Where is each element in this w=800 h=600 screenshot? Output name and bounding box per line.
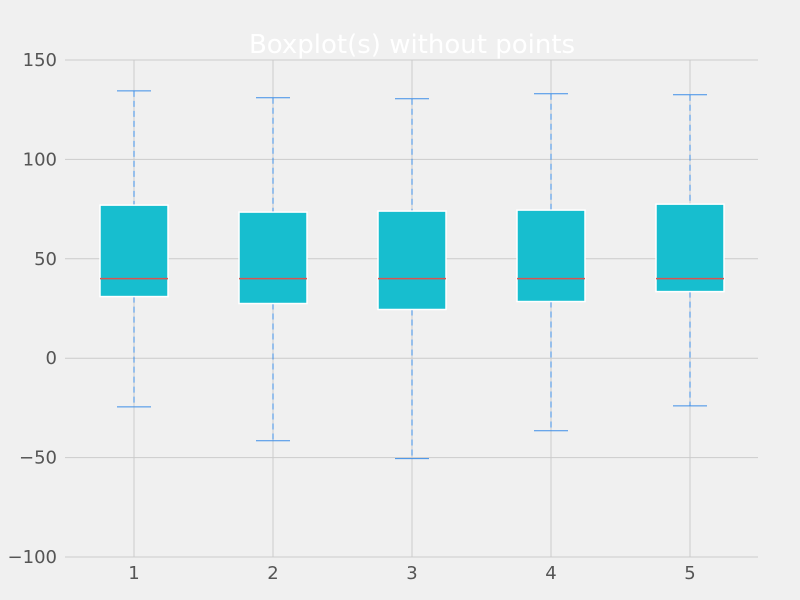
y-tick-label: 0: [46, 348, 57, 369]
box: [377, 210, 447, 311]
box: [238, 211, 308, 305]
box: [655, 203, 725, 293]
y-tick-label: 50: [34, 249, 57, 270]
y-tick-label: −100: [8, 547, 57, 568]
x-tick-label: 2: [267, 563, 278, 584]
x-tick-label: 4: [545, 563, 556, 584]
box: [516, 209, 586, 303]
y-tick-label: 150: [23, 50, 57, 71]
boxes: [99, 203, 725, 311]
box: [99, 204, 169, 298]
x-tick-label: 3: [406, 563, 417, 584]
y-tick-label: −50: [19, 448, 57, 469]
y-tick-label: 100: [23, 149, 57, 170]
tick-labels: −100 −50 0 50 100 150 1 2 3 4 5: [8, 50, 696, 584]
x-tick-label: 5: [684, 563, 695, 584]
x-tick-label: 1: [128, 563, 139, 584]
chart-title: Boxplot(s) without points: [249, 30, 575, 60]
whiskers: [117, 90, 707, 460]
